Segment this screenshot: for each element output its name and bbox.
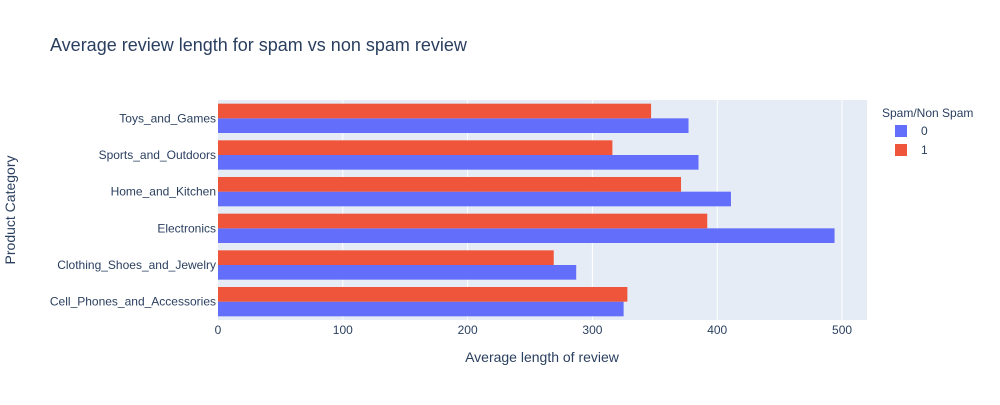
x-axis-title: Average length of review <box>465 349 620 365</box>
bar <box>218 250 554 265</box>
legend-swatch <box>895 144 907 156</box>
bar <box>218 228 835 243</box>
chart-title: Average review length for spam vs non sp… <box>50 35 468 55</box>
grid-lines <box>342 100 843 320</box>
legend-title: Spam/Non Spam <box>882 106 973 120</box>
y-tick-label: Cell_Phones_and_Accessories <box>50 295 216 309</box>
bar <box>218 155 699 170</box>
x-tick-label: 300 <box>582 323 602 337</box>
plot-area <box>218 100 867 320</box>
y-tick-label: Home_and_Kitchen <box>111 185 216 199</box>
bar <box>218 287 628 302</box>
bar <box>218 177 682 192</box>
x-tick-label: 0 <box>215 323 222 337</box>
x-tick-label: 200 <box>458 323 478 337</box>
bars <box>218 103 835 317</box>
bar <box>218 103 652 119</box>
y-tick-label: Sports_and_Outdoors <box>99 148 216 162</box>
bar <box>218 301 624 317</box>
y-tick-labels: Cell_Phones_and_Accessories Clothing_Shoe… <box>50 111 216 308</box>
bar <box>218 265 577 280</box>
x-tick-labels: 0 100 200 300 400 500 <box>215 323 853 337</box>
y-axis-title: Product Category <box>2 156 18 265</box>
legend: Spam/Non Spam 01 <box>882 106 973 157</box>
x-tick-label: 500 <box>832 323 852 337</box>
x-tick-label: 100 <box>333 323 353 337</box>
bar <box>218 213 708 229</box>
y-tick-label: Toys_and_Games <box>119 111 216 125</box>
legend-label: 1 <box>921 143 928 157</box>
legend-label: 0 <box>921 124 928 138</box>
y-tick-label: Electronics <box>157 221 216 235</box>
x-tick-label: 400 <box>707 323 727 337</box>
legend-swatch <box>895 125 907 137</box>
y-tick-label: Clothing_Shoes_and_Jewelry <box>57 258 216 272</box>
bar <box>218 118 689 133</box>
bar <box>218 140 613 155</box>
bar <box>218 191 731 207</box>
legend-items: 01 <box>895 124 928 157</box>
